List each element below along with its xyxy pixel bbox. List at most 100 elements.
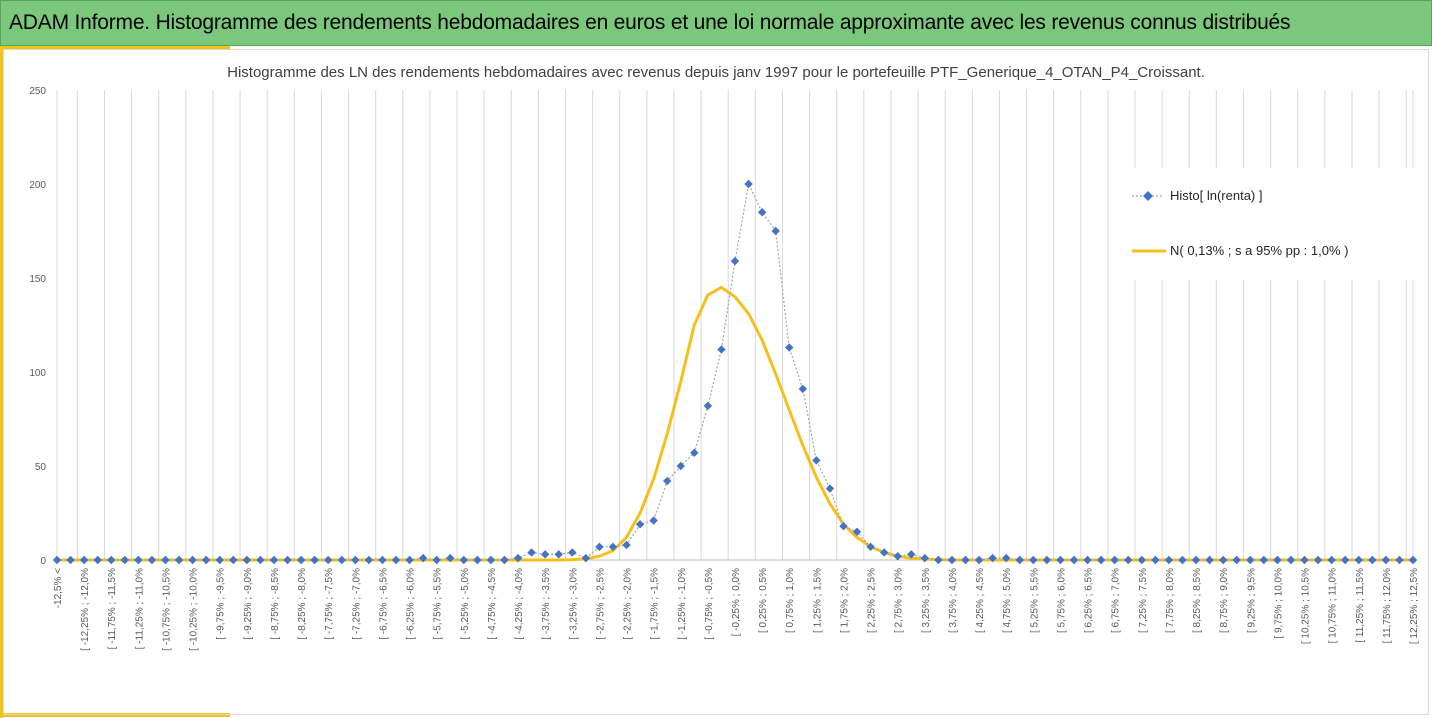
histogram-point bbox=[690, 448, 699, 458]
x-tick-label: [ 4,25% ; 4,5% bbox=[975, 568, 986, 633]
legend-item-normal: N( 0,13% ; s a 95% pp : 1,0% ) bbox=[1110, 241, 1420, 261]
x-tick-label: [ -4,25% ; -4,0% bbox=[514, 568, 525, 640]
histogram-point bbox=[161, 555, 170, 565]
accent-bar-left bbox=[0, 46, 3, 718]
x-tick-label: [ 7,75% ; 8,0% bbox=[1165, 568, 1176, 633]
histogram-point bbox=[852, 527, 862, 536]
x-tick-label: [ 2,75% ; 3,0% bbox=[894, 568, 905, 633]
histogram-point bbox=[703, 401, 713, 411]
histogram-point bbox=[1232, 555, 1241, 565]
histogram-point bbox=[147, 555, 157, 565]
histogram-point bbox=[473, 555, 482, 565]
histogram-point bbox=[364, 555, 374, 565]
x-tick-label: [ -2,25% ; -2,0% bbox=[623, 568, 634, 640]
histogram-point bbox=[310, 555, 319, 565]
x-tick-label: [ -3,75% ; -3,5% bbox=[541, 568, 552, 640]
x-tick-label: [ -6,75% ; -6,5% bbox=[378, 568, 389, 640]
histogram-point bbox=[459, 555, 468, 565]
series-normal-curve bbox=[57, 285, 1413, 562]
x-tick-label: [ 5,75% ; 6,0% bbox=[1056, 568, 1067, 633]
legend-marker-normal bbox=[1132, 249, 1166, 253]
histogram-point bbox=[676, 461, 685, 471]
histogram-point bbox=[1286, 555, 1296, 565]
histogram-point bbox=[418, 553, 428, 563]
accent-bar-top bbox=[0, 46, 230, 49]
x-tick-label: [ 8,75% ; 9,0% bbox=[1219, 568, 1230, 633]
histogram-point bbox=[1096, 555, 1106, 565]
histogram-point bbox=[961, 555, 970, 565]
histogram-point bbox=[1273, 555, 1282, 565]
x-tick-label: [ -10,75% ; -10,5% bbox=[161, 568, 172, 651]
x-tick-label: [ -1,75% ; -1,5% bbox=[650, 568, 661, 640]
series-histogram bbox=[52, 179, 1418, 565]
chart-title: Histogramme des LN des rendements hebdom… bbox=[227, 64, 1205, 81]
x-tick-label: [ -2,75% ; -2,5% bbox=[595, 568, 606, 640]
histogram-point bbox=[934, 555, 943, 565]
histogram-point bbox=[446, 553, 455, 563]
x-tick-label: [ -5,25% ; -5,0% bbox=[460, 568, 471, 640]
report-title: ADAM Informe. Histogramme des rendements… bbox=[9, 11, 1291, 34]
histogram-point bbox=[1205, 555, 1214, 565]
histogram-point bbox=[920, 553, 930, 563]
gridlines bbox=[56, 90, 1414, 560]
histogram-point bbox=[649, 516, 658, 525]
x-tick-label: [ 11,25% ; 11,5% bbox=[1355, 568, 1366, 643]
y-tick-label: 150 bbox=[29, 274, 46, 285]
histogram-point bbox=[391, 555, 401, 565]
legend-label-normal: N( 0,13% ; s a 95% pp : 1,0% ) bbox=[1170, 243, 1349, 258]
histogram-point bbox=[785, 343, 794, 352]
x-tick-label: [ -11,25% ; -11,0% bbox=[134, 568, 145, 649]
histogram-point bbox=[717, 345, 726, 354]
histogram-point bbox=[269, 555, 279, 565]
histogram-point bbox=[1368, 555, 1377, 565]
x-tick-label: [ 5,25% ; 5,5% bbox=[1029, 568, 1040, 633]
x-tick-label: [ 11,75% ; 12,0% bbox=[1382, 568, 1393, 644]
x-tick-label: [ -11,75% ; -11,5% bbox=[107, 568, 118, 649]
x-tick-label: [ -9,75% ; -9,5% bbox=[216, 568, 227, 640]
histogram-point bbox=[1015, 555, 1024, 565]
histogram-point bbox=[635, 520, 645, 529]
histogram-point bbox=[93, 555, 102, 565]
histogram-point bbox=[215, 555, 224, 565]
accent-bar-bottom bbox=[0, 713, 230, 717]
y-tick-label: 200 bbox=[29, 180, 46, 191]
histogram-point bbox=[1083, 555, 1092, 565]
histogram-point bbox=[839, 521, 848, 531]
histogram-point bbox=[798, 384, 807, 394]
x-tick-label: [ 4,75% ; 5,0% bbox=[1002, 568, 1013, 633]
legend: Histo[ ln(renta) ] N( 0,13% ; s a 95% pp… bbox=[1110, 168, 1420, 280]
histogram-point bbox=[1341, 555, 1350, 565]
histogram-point bbox=[771, 226, 780, 236]
histogram-point bbox=[1191, 555, 1201, 565]
legend-item-histogram: Histo[ ln(renta) ] bbox=[1110, 186, 1420, 206]
x-tick-label: [ 1,75% ; 2,0% bbox=[839, 568, 850, 633]
x-tick-label: [ -6,25% ; -6,0% bbox=[406, 568, 417, 640]
histogram-point bbox=[581, 553, 591, 563]
x-tick-label: [ -8,75% ; -8,5% bbox=[270, 568, 281, 640]
normal-curve-line bbox=[57, 285, 1413, 562]
histogram-point bbox=[907, 550, 916, 559]
x-tick-label: [ 1,25% ; 1,5% bbox=[812, 568, 823, 633]
histogram-point bbox=[1381, 555, 1391, 565]
histogram-point bbox=[188, 555, 197, 565]
x-tick-label: [ 12,25% ; 12,5% bbox=[1409, 568, 1420, 644]
histogram-point bbox=[66, 555, 75, 565]
histogram-point bbox=[405, 555, 414, 565]
histogram-point bbox=[730, 256, 740, 266]
histogram-point bbox=[283, 555, 292, 565]
x-tick-label: [ 7,25% ; 7,5% bbox=[1138, 568, 1149, 633]
legend-label-histogram: Histo[ ln(renta) ] bbox=[1170, 188, 1263, 203]
x-tick-label: [ 3,75% ; 4,0% bbox=[948, 568, 959, 633]
histogram-point bbox=[1056, 555, 1065, 565]
histogram-point bbox=[893, 552, 902, 561]
histogram-point bbox=[201, 555, 211, 565]
x-tick-label: [ 10,25% ; 10,5% bbox=[1301, 568, 1312, 644]
histogram-point bbox=[1354, 555, 1363, 565]
histogram-point bbox=[947, 555, 957, 565]
chart-frame bbox=[3, 49, 1429, 715]
histogram-point bbox=[568, 548, 577, 557]
histogram-point bbox=[825, 484, 835, 493]
histogram-point bbox=[1069, 555, 1079, 565]
histogram-point bbox=[622, 540, 631, 550]
x-tick-label: [ 8,25% ; 8,5% bbox=[1192, 568, 1203, 633]
